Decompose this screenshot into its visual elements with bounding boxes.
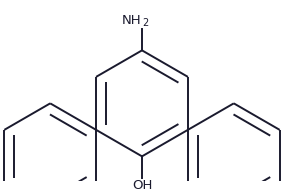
Text: NH: NH: [122, 14, 141, 27]
Text: 2: 2: [143, 18, 149, 28]
Text: OH: OH: [132, 179, 152, 192]
